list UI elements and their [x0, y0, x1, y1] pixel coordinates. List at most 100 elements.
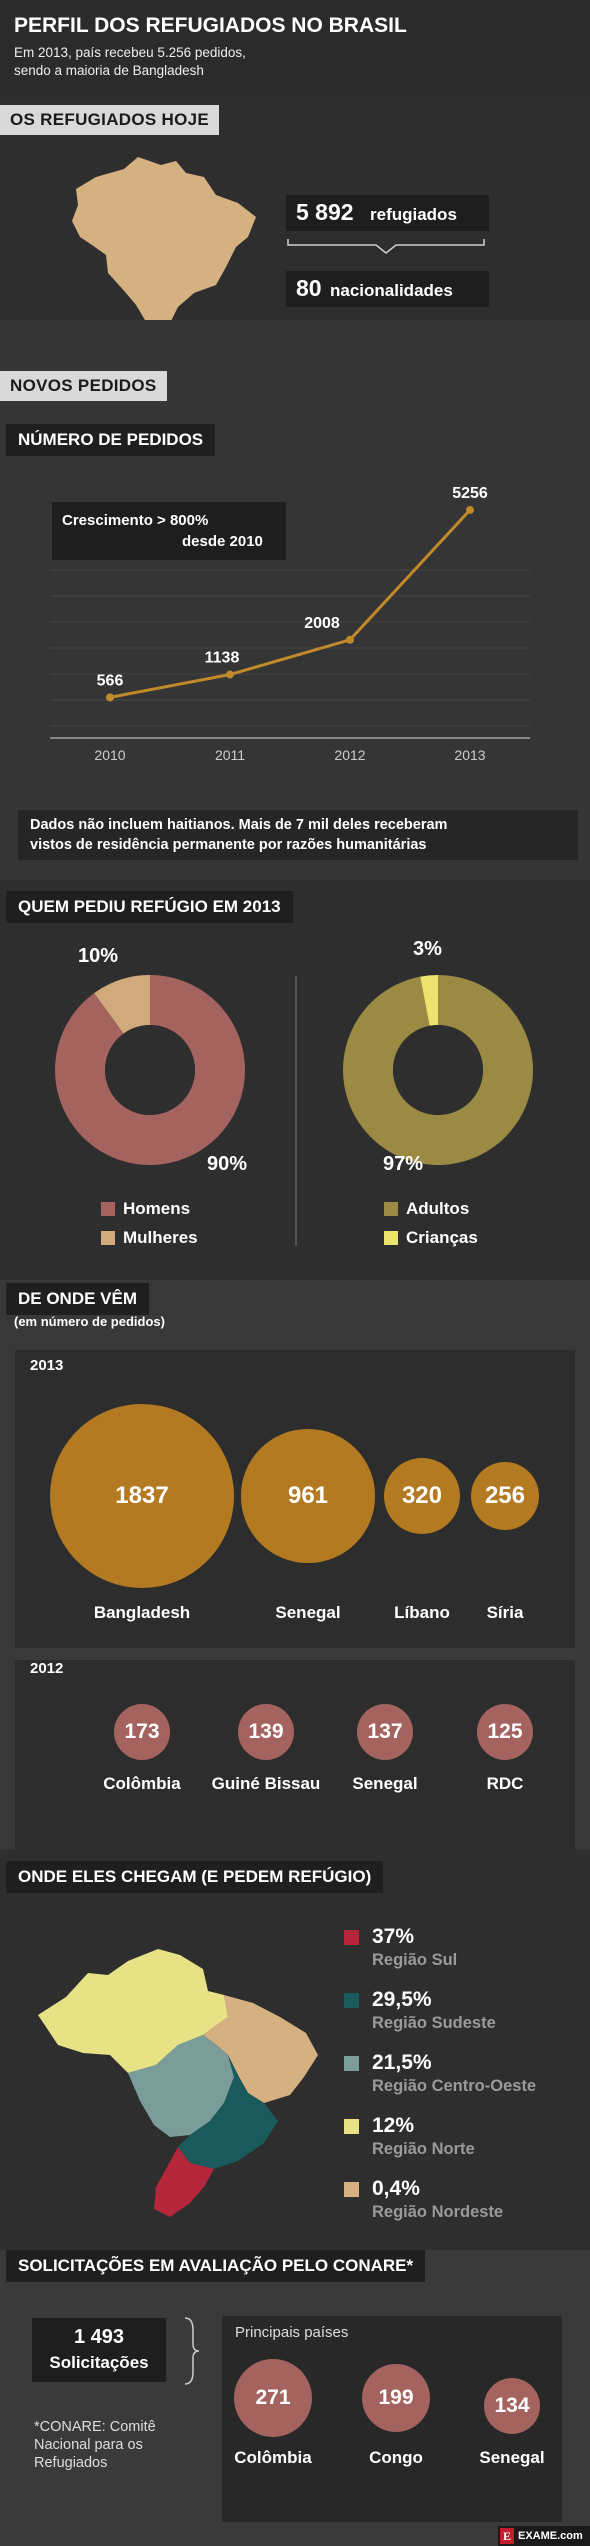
note-line-1: Dados não incluem haitianos. Mais de 7 m…: [30, 817, 448, 833]
region-sudeste: [178, 2055, 278, 2169]
note-line-2: vistos de residência permanente por razõ…: [30, 837, 427, 853]
header: PERFIL DOS REFUGIADOS NO BRASIL Em 2013,…: [0, 0, 590, 95]
region-sul: [154, 2147, 214, 2217]
data-label: 1138: [205, 650, 240, 667]
region-swatch: [344, 2182, 359, 2197]
bubble: 125: [477, 1704, 533, 1760]
region-percent: 0,4%: [372, 2177, 420, 2200]
donut-hole: [393, 1025, 483, 1115]
nacionalidades-box: 80 nacionalidades: [286, 271, 489, 307]
series-line: [109, 508, 472, 699]
section-label: OS REFUGIADOS HOJE: [0, 105, 220, 135]
brand-logo-letter: E: [500, 2528, 514, 2544]
bubble: 271: [234, 2359, 312, 2437]
separator: [15, 1648, 575, 1660]
brand-logo-text: EXAME.com: [518, 2530, 583, 2542]
pie-chart-gender: [54, 975, 245, 1165]
data-point: [466, 506, 474, 514]
pie2-label-large: 97%: [383, 1153, 424, 1175]
data-point: [226, 670, 234, 679]
refugiados-box: 5 892 refugiados: [286, 195, 489, 231]
section-origem: DE ONDE VÊM (em número de pedidos) 2013 …: [0, 1280, 590, 1900]
bubble-label: Senegal: [479, 2448, 545, 2467]
chart-title-pedidos: NÚMERO DE PEDIDOS: [6, 424, 216, 456]
bubble-label: Senegal: [352, 1774, 418, 1793]
brand-logo: E EXAME.com: [498, 2526, 590, 2546]
pie-slice: [94, 975, 150, 1034]
divider: [295, 976, 297, 1246]
data-label: 2008: [304, 615, 340, 632]
region-swatch: [344, 2119, 359, 2134]
conare-word: Solicitações: [49, 2353, 149, 2372]
section-hoje: OS REFUGIADOS HOJE 5 892 refugiados 80 n…: [0, 95, 590, 340]
region-swatch: [344, 2056, 359, 2071]
bubble: 961: [241, 1429, 375, 1563]
region-percent: 37%: [372, 1925, 415, 1948]
region-centro-oeste: [128, 2035, 234, 2137]
legend-adultos: Adultos: [406, 1199, 470, 1218]
bubble: 139: [238, 1704, 294, 1760]
section-quem: QUEM PEDIU REFÚGIO EM 2013 10% 90% 3% 97…: [0, 880, 590, 1280]
section-conare: SOLICITAÇÕES EM AVALIAÇÃO PELO CONARE* 1…: [0, 2250, 590, 2546]
region-swatch: [344, 1993, 359, 2008]
region-percent: 21,5%: [372, 2051, 432, 2074]
bubble-label: Congo: [369, 2448, 423, 2467]
bubble-label: Líbano: [394, 1603, 450, 1622]
pie1-label-small: 10%: [78, 945, 119, 967]
page-subtitle-1: Em 2013, país recebeu 5.256 pedidos,: [14, 45, 246, 60]
growth-line-1: Crescimento > 800%: [62, 512, 209, 529]
year-2013: 2013: [30, 1357, 64, 1374]
region-name: Região Nordeste: [372, 2203, 504, 2221]
brazil-map-icon: [72, 157, 256, 340]
region-name: Região Sudeste: [372, 2014, 496, 2032]
data-label: 5256: [452, 485, 488, 502]
x-tick-label: 2012: [334, 747, 365, 760]
chart-title-chegam: ONDE ELES CHEGAM (E PEDEM REFÚGIO): [6, 1861, 384, 1893]
bubble: 256: [470, 1461, 540, 1531]
chart-title-quem: QUEM PEDIU REFÚGIO EM 2013: [6, 891, 293, 923]
conare-footnote-3: Refugiados: [34, 2455, 108, 2471]
x-tick-label: 2013: [454, 747, 485, 760]
bubble: 134: [484, 2378, 540, 2434]
pie1-label-large: 90%: [207, 1153, 248, 1175]
bubble: 320: [383, 1457, 461, 1535]
data-point: [346, 635, 354, 644]
legend-swatch-adultos: [384, 1202, 398, 1216]
line-chart: 566 2010 1138 2011 2008 2012 5256 2013: [50, 485, 530, 760]
region-nordeste: [203, 1995, 318, 2103]
bubble: 137: [357, 1704, 413, 1760]
bubble: 199: [362, 2364, 430, 2432]
donut-hole: [105, 1025, 195, 1115]
region-name: Região Norte: [372, 2140, 475, 2158]
page-title: PERFIL DOS REFUGIADOS NO BRASIL: [14, 14, 407, 37]
bubble-label: RDC: [486, 1774, 524, 1793]
x-tick-label: 2010: [94, 747, 125, 760]
pie-slice: [343, 975, 533, 1165]
conare-footnote-1: *CONARE: Comitê: [34, 2419, 156, 2435]
legend-mulheres: Mulheres: [123, 1228, 198, 1247]
refugiados-word: refugiados: [370, 205, 457, 224]
conare-footnote-2: Nacional para os: [34, 2437, 143, 2453]
pie2-label-small: 3%: [413, 938, 442, 960]
data-point: [106, 693, 114, 702]
bubble: 173: [114, 1704, 170, 1760]
nacionalidades-word: nacionalidades: [330, 281, 453, 300]
pie-chart-age: [343, 975, 533, 1165]
bubble-label: Senegal: [275, 1603, 341, 1622]
legend-swatch-mulheres: [101, 1231, 115, 1245]
region-percent: 12%: [372, 2114, 415, 2137]
page-subtitle-2: sendo a maioria de Bangladesh: [14, 63, 204, 78]
pie-slice: [420, 975, 438, 1026]
section-label-novos: NOVOS PEDIDOS: [0, 371, 167, 401]
countries-heading: Principais países: [235, 2324, 349, 2341]
conare-number: 1 493: [73, 2326, 125, 2348]
region-norte: [38, 1949, 228, 2073]
data-label: 566: [97, 672, 124, 689]
origem-subtitle: (em número de pedidos): [14, 1314, 165, 1329]
bubble-label: Bangladesh: [93, 1603, 191, 1622]
section-chegam: ONDE ELES CHEGAM (E PEDEM REFÚGIO) 37% Re…: [0, 1850, 590, 2250]
chart-title-origem: DE ONDE VÊM: [6, 1283, 150, 1315]
nacionalidades-number: 80: [296, 275, 322, 301]
bubble-label: Guiné Bissau: [211, 1774, 321, 1793]
legend-swatch-homens: [101, 1202, 115, 1216]
